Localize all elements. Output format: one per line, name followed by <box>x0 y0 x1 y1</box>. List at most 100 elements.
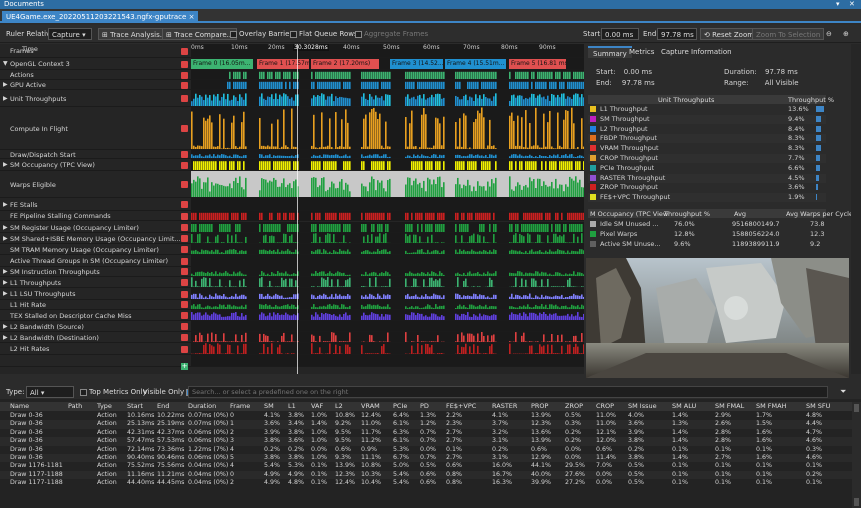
timeline-track[interactable] <box>191 277 585 287</box>
grid-header-vram[interactable]: VRAM <box>361 402 380 410</box>
flat-queue-rows-checkbox[interactable]: Flat Queue Rows <box>290 28 358 40</box>
row-action-icon[interactable] <box>181 301 188 308</box>
timeline-track[interactable] <box>191 222 584 232</box>
frame-block[interactable]: Frame 1 (17.57ms) <box>257 59 309 69</box>
row-action-icon[interactable] <box>181 71 188 79</box>
expand-arrow-icon[interactable]: ▶ <box>3 234 8 242</box>
unit-row[interactable]: L2 Throughput 8.4% <box>588 125 826 134</box>
expand-arrow-icon[interactable]: ▶ <box>3 278 8 286</box>
grid-header-sm-alu[interactable]: SM ALU <box>672 402 697 410</box>
table-row[interactable]: Draw 1177-1188 Action 11.16ms 11.21ms 0.04ms… <box>0 470 852 480</box>
timeline-track[interactable] <box>191 80 585 89</box>
grid-header-fe-vpc[interactable]: FE$+VPC <box>446 402 477 410</box>
unit-row[interactable]: PCIe Throughput 6.6% <box>588 164 826 173</box>
table-row[interactable]: Draw 0-36 Action 42.31ms 42.37ms 0.06ms (0%)… <box>0 429 852 437</box>
timeline-track[interactable] <box>191 233 585 243</box>
row-action-icon[interactable] <box>181 257 188 265</box>
grid-header-name[interactable]: Name <box>10 402 30 410</box>
timeline-track[interactable] <box>191 255 584 266</box>
unit-row[interactable]: VRAM Throughput 8.3% <box>588 144 826 153</box>
reset-zoom-button[interactable]: ⟲ Reset Zoom <box>700 28 759 40</box>
frame-block[interactable]: Frame 5 (16.81 ms) <box>509 59 566 69</box>
timeline-track[interactable] <box>191 299 585 309</box>
close-icon[interactable]: ✕ <box>849 0 855 8</box>
row-action-icon[interactable] <box>181 323 188 330</box>
zoom-in-icon[interactable]: ⊕ <box>843 30 849 38</box>
occ-row[interactable]: Idle SM Unused ... 76.0% 9516800149.7 73.8 <box>588 220 826 229</box>
aggregate-frames-box[interactable] <box>355 30 362 38</box>
unit-row[interactable]: ZROP Throughput 3.6% <box>588 183 826 192</box>
row-action-icon[interactable] <box>181 125 188 132</box>
row-action-icon[interactable] <box>181 345 188 353</box>
row-action-icon[interactable] <box>181 290 188 298</box>
expand-arrow-icon[interactable]: ▶ <box>3 290 8 297</box>
occ-row[interactable]: Active SM Unuse... 9.6% 1189389911.9 9.2 <box>588 240 826 249</box>
table-row[interactable]: Draw 0-36 Action 72.14ms 73.36ms 1.22ms (7%)… <box>0 446 852 454</box>
timeline-track[interactable] <box>191 90 585 106</box>
grid-header-zrop[interactable]: ZROP <box>565 402 584 410</box>
unit-row[interactable]: RASTER Throughput 4.5% <box>588 173 826 183</box>
timeline-track[interactable] <box>191 198 584 210</box>
row-action-icon[interactable] <box>181 201 188 208</box>
row-action-icon[interactable] <box>181 81 188 89</box>
summary-scrollbar[interactable] <box>851 44 861 374</box>
grid-header-sm-fmal[interactable]: SM FMAL <box>715 402 745 410</box>
trace-compare-button[interactable]: ⊞ Trace Compare... <box>162 28 238 40</box>
timeline-track[interactable] <box>191 310 585 320</box>
ruler-relative-select[interactable]: Capture ▾ <box>48 28 92 40</box>
row-action-icon[interactable] <box>181 181 188 188</box>
timeline-track[interactable] <box>191 70 585 79</box>
expand-arrow-icon[interactable]: ▶ <box>3 200 8 208</box>
row-action-icon[interactable] <box>181 212 188 220</box>
grid-header-l2[interactable]: L2 <box>335 402 343 410</box>
unit-row[interactable]: FE$+VPC Throughput 1.9% <box>588 193 826 203</box>
row-action-icon[interactable] <box>181 151 188 158</box>
grid-scrollbar[interactable] <box>852 402 861 508</box>
table-row[interactable]: Draw 1176-1181 Action 75.52ms 75.56ms 0.04ms… <box>0 462 852 470</box>
expand-arrow-icon[interactable]: ▶ <box>3 94 8 102</box>
row-action-icon[interactable] <box>181 312 188 319</box>
timeline-track[interactable] <box>191 107 585 149</box>
grid-header-frame[interactable]: Frame <box>230 402 251 410</box>
occ-row[interactable]: Pixel Warps 12.8% 1588056224.0 12.3 <box>588 230 826 239</box>
expand-arrow-icon[interactable]: ▶ <box>3 161 8 168</box>
grid-scroll-up[interactable] <box>854 404 859 412</box>
tab-capture-information[interactable]: Capture Information <box>661 48 732 56</box>
top-metrics-box[interactable] <box>80 388 87 396</box>
expand-arrow-icon[interactable]: ▶ <box>3 81 8 88</box>
grid-header-sm-sfu[interactable]: SM SFU <box>806 402 831 410</box>
expand-arrow-icon[interactable]: ▶ <box>3 333 8 341</box>
unit-row[interactable]: FBDP Throughput 8.3% <box>588 134 826 144</box>
grid-header-end[interactable]: End <box>157 402 170 410</box>
grid-header-pd[interactable]: PD <box>420 402 429 410</box>
expand-arrow-icon[interactable]: ▶ <box>3 223 8 231</box>
table-row[interactable]: Draw 0-36 Action 57.47ms 57.53ms 0.06ms (0%)… <box>0 437 852 446</box>
grid-header-path[interactable]: Path <box>68 402 83 410</box>
start-input[interactable]: 0.00 ms <box>601 28 639 40</box>
timeline-track[interactable] <box>191 288 585 299</box>
table-row[interactable]: Draw 0-36 Action 10.16ms 10.22ms 0.07ms (0%)… <box>0 412 852 420</box>
row-action-icon[interactable] <box>181 268 188 275</box>
expand-arrow-icon[interactable]: ▶ <box>3 322 8 330</box>
frame-block[interactable]: Frame 3 (14.52... <box>390 59 443 69</box>
timeline-track[interactable] <box>191 343 585 354</box>
row-action-icon[interactable] <box>181 246 188 253</box>
zoom-out-icon[interactable]: ⊖ <box>826 30 832 38</box>
document-tab[interactable]: UE4Game.exe_20220511203221543.ngfx-gputr… <box>2 11 199 23</box>
grid-header-pcie[interactable]: PCIe <box>393 402 408 410</box>
timeline-track[interactable] <box>191 244 585 254</box>
grid-header-raster[interactable]: RASTER <box>492 402 518 410</box>
grid-header-crop[interactable]: CROP <box>596 402 615 410</box>
timeline-track[interactable] <box>191 266 585 276</box>
tab-metrics[interactable]: Metrics <box>629 48 655 56</box>
timeline-track[interactable] <box>191 44 584 57</box>
timeline-track[interactable] <box>191 58 584 69</box>
unit-row[interactable]: SM Throughput 9.4% <box>588 114 826 124</box>
frame-block[interactable]: Frame 4 (15.51m... <box>445 59 506 69</box>
end-input[interactable]: 97.78 ms <box>657 28 697 40</box>
aggregate-frames-checkbox[interactable]: Aggregate Frames <box>355 28 428 40</box>
grid-header-sm-fmah[interactable]: SM FMAH <box>756 402 787 410</box>
unit-row[interactable]: CROP Throughput 7.7% <box>588 154 826 163</box>
grid-header-type[interactable]: Type <box>97 402 112 410</box>
timeline-track[interactable] <box>191 332 585 342</box>
